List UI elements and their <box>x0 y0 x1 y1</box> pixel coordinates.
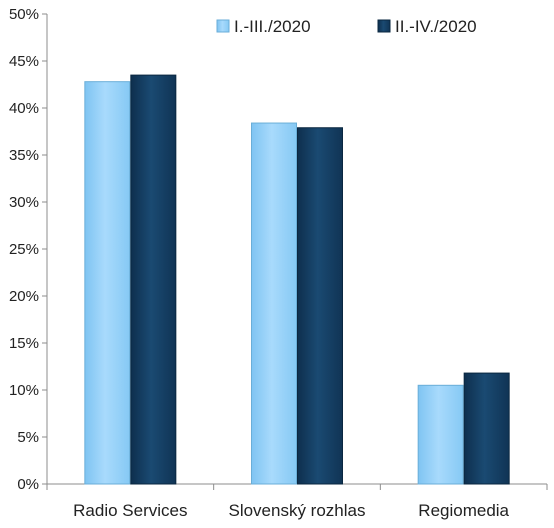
bar <box>297 127 343 485</box>
bars <box>84 74 510 485</box>
x-category-label: Regiomedia <box>418 501 509 520</box>
y-axis: 0% 5% 10% 15% 20% 25% 30% 35% 40% 45% 50% <box>9 6 48 493</box>
y-tick-label: 40% <box>9 100 39 117</box>
x-category-label: Slovenský rozhlas <box>228 501 365 520</box>
bar <box>84 81 131 485</box>
y-tick-label: 5% <box>17 429 39 446</box>
x-category-label: Radio Services <box>73 501 187 520</box>
bar <box>417 384 464 485</box>
legend-swatch <box>377 19 391 33</box>
y-tick-label: 0% <box>17 476 39 493</box>
x-axis: Radio Services Slovenský rozhlas Regiomedi… <box>46 483 548 520</box>
y-tick-label: 50% <box>9 6 39 23</box>
legend-label: II.-IV./2020 <box>395 17 477 36</box>
y-tick-label: 15% <box>9 335 39 352</box>
y-tick-label: 20% <box>9 288 39 305</box>
bar <box>130 74 177 485</box>
y-tick-label: 30% <box>9 194 39 211</box>
bar <box>251 122 297 485</box>
y-tick-label: 10% <box>9 382 39 399</box>
y-tick-label: 45% <box>9 53 39 70</box>
legend: I.-III./2020 II.-IV./2020 <box>216 17 477 36</box>
y-tick-label: 35% <box>9 147 39 164</box>
legend-label: I.-III./2020 <box>234 17 311 36</box>
legend-swatch <box>216 19 230 33</box>
y-tick-label: 25% <box>9 241 39 258</box>
bar <box>463 372 510 485</box>
